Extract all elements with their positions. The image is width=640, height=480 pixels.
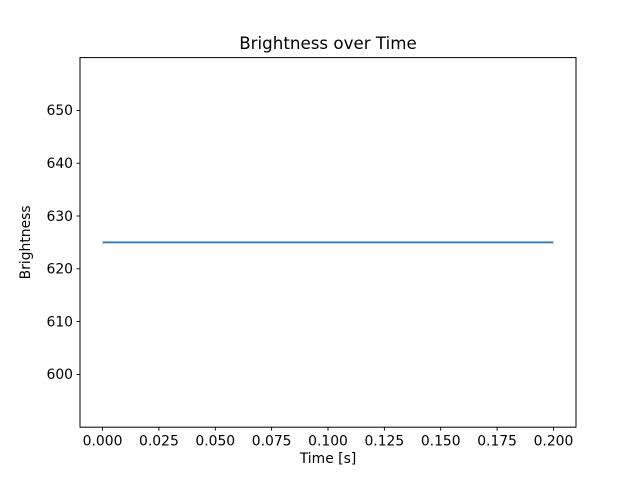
x-axis-label: Time [s] xyxy=(299,451,357,467)
x-tick-label: 0.075 xyxy=(252,434,292,450)
y-tick-label: 600 xyxy=(46,367,73,383)
y-axis-label: Brightness xyxy=(18,205,34,279)
y-tick-label: 610 xyxy=(46,314,73,330)
axes-frame xyxy=(79,57,577,428)
y-tick-label: 630 xyxy=(46,209,73,225)
x-tick-label: 0.050 xyxy=(195,434,235,450)
x-tick-label: 0.100 xyxy=(308,434,348,450)
y-tick-label: 620 xyxy=(46,262,73,278)
x-tick-label: 0.175 xyxy=(477,434,517,450)
x-tick-label: 0.200 xyxy=(534,434,574,450)
y-tick-label: 650 xyxy=(46,103,73,119)
x-tick-label: 0.000 xyxy=(83,434,123,450)
x-tick-label: 0.150 xyxy=(421,434,461,450)
chart-title: Brightness over Time xyxy=(239,33,417,53)
plot-content: 0.000 0.025 0.050 0.075 0.100 0.125 0.150 0.175… xyxy=(46,57,577,450)
y-tick-label: 640 xyxy=(46,156,73,172)
x-tick-label: 0.125 xyxy=(364,434,404,450)
x-tick-label: 0.025 xyxy=(139,434,179,450)
